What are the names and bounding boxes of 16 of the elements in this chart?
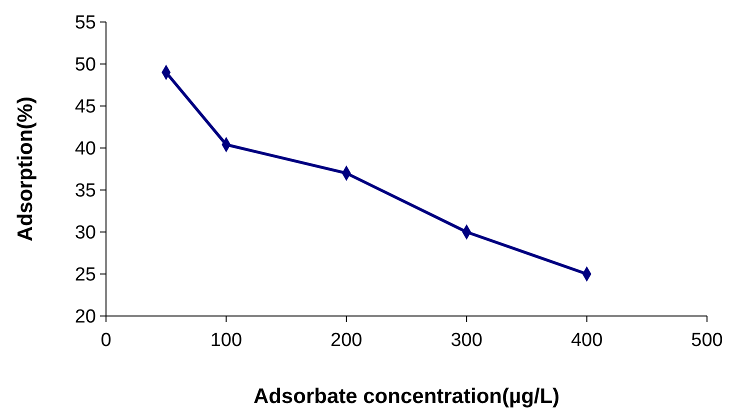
x-tick-label: 400: [570, 330, 603, 351]
x-tick-label: 100: [210, 330, 242, 351]
y-tick-label: 55: [74, 12, 96, 34]
y-tick-label: 25: [74, 264, 96, 286]
x-tick-label: 0: [100, 330, 112, 351]
y-axis-title: Adsorption(%): [14, 96, 37, 242]
x-tick-label: 200: [330, 330, 362, 351]
y-tick-label: 50: [74, 54, 96, 76]
x-axis-title: Adsorbate concentration(µg/L): [253, 385, 560, 408]
y-tick-label: 45: [74, 96, 96, 118]
y-tick-label: 35: [74, 180, 96, 202]
y-tick-label: 30: [74, 222, 96, 244]
y-tick-label: 20: [74, 306, 96, 328]
y-tick-label: 40: [74, 138, 96, 160]
x-tick-label: 300: [450, 330, 482, 351]
x-tick-label: 500: [691, 330, 723, 351]
